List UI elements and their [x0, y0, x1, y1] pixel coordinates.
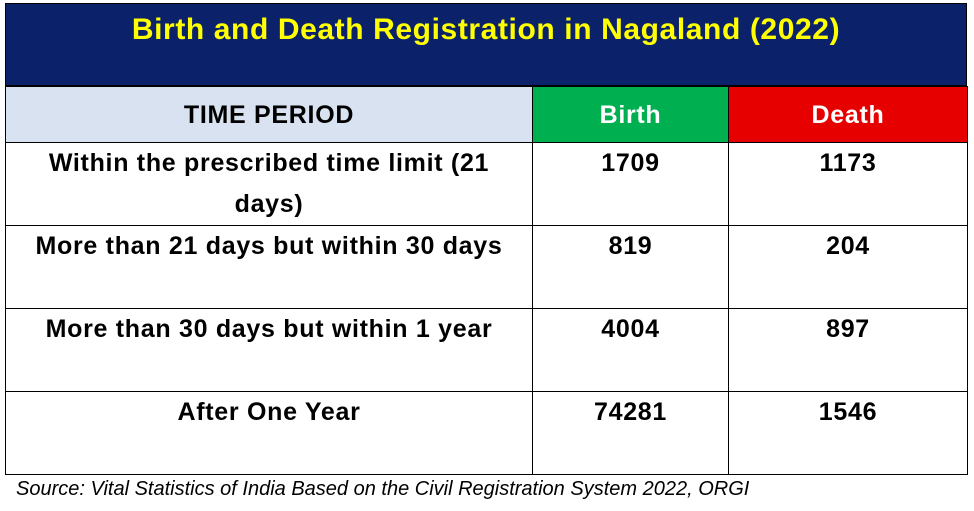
source-note: Source: Vital Statistics of India Based …	[16, 478, 750, 500]
period-cell: More than 21 days but within 30 days	[5, 225, 533, 309]
death-value-cell: 1173	[728, 142, 968, 226]
registration-table-figure: Birth and Death Registration in Nagaland…	[5, 3, 968, 475]
table-header-row: TIME PERIOD Birth Death	[5, 86, 968, 143]
chart-title: Birth and Death Registration in Nagaland…	[131, 13, 841, 46]
column-header-time-period: TIME PERIOD	[5, 86, 533, 143]
period-cell: After One Year	[5, 391, 533, 475]
column-header-birth: Birth	[532, 86, 729, 143]
title-banner: Birth and Death Registration in Nagaland…	[5, 3, 967, 86]
table-row: Within the prescribed time limit (21 day…	[5, 142, 968, 226]
death-value-cell: 897	[728, 308, 968, 392]
birth-value-cell: 819	[532, 225, 729, 309]
table-row: After One Year 74281 1546	[5, 391, 968, 475]
death-value-cell: 204	[728, 225, 968, 309]
birth-value-cell: 4004	[532, 308, 729, 392]
table-row: More than 21 days but within 30 days 819…	[5, 225, 968, 309]
death-value-cell: 1546	[728, 391, 968, 475]
column-header-death: Death	[728, 86, 968, 143]
registration-table: TIME PERIOD Birth Death Within the presc…	[5, 86, 968, 475]
table-row: More than 30 days but within 1 year 4004…	[5, 308, 968, 392]
period-cell: More than 30 days but within 1 year	[5, 308, 533, 392]
birth-value-cell: 1709	[532, 142, 729, 226]
period-cell: Within the prescribed time limit (21 day…	[5, 142, 533, 226]
birth-value-cell: 74281	[532, 391, 729, 475]
